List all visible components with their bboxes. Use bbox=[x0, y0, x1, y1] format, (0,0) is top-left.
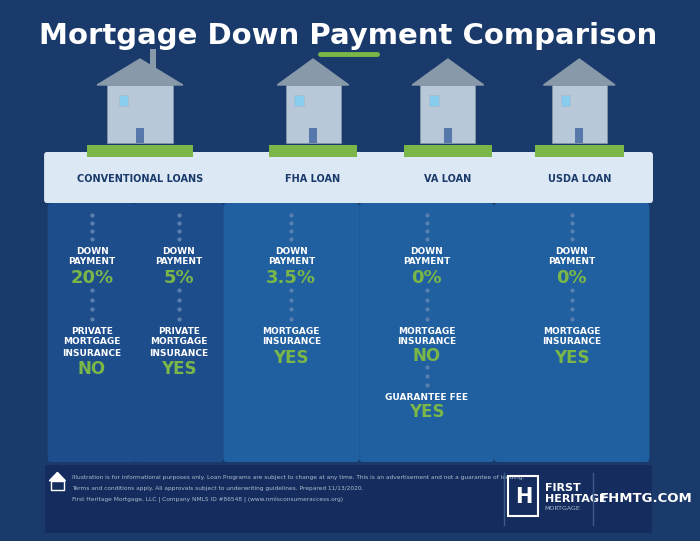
Text: USDA LOAN: USDA LOAN bbox=[547, 175, 611, 184]
FancyBboxPatch shape bbox=[269, 145, 358, 157]
Text: 0%: 0% bbox=[556, 269, 587, 287]
Text: 0%: 0% bbox=[412, 269, 442, 287]
FancyBboxPatch shape bbox=[575, 128, 583, 143]
FancyBboxPatch shape bbox=[404, 145, 492, 157]
Text: YES: YES bbox=[554, 349, 589, 367]
Text: YES: YES bbox=[409, 403, 444, 421]
Text: GUARANTEE FEE: GUARANTEE FEE bbox=[385, 393, 468, 401]
Text: NO: NO bbox=[412, 347, 441, 365]
FancyBboxPatch shape bbox=[223, 203, 359, 462]
Text: DOWN: DOWN bbox=[76, 247, 108, 255]
Text: PAYMENT: PAYMENT bbox=[155, 258, 202, 267]
Text: INSURANCE: INSURANCE bbox=[62, 348, 122, 358]
FancyBboxPatch shape bbox=[429, 95, 439, 106]
FancyBboxPatch shape bbox=[150, 49, 156, 69]
Polygon shape bbox=[543, 59, 615, 85]
FancyBboxPatch shape bbox=[494, 203, 650, 462]
Text: DOWN: DOWN bbox=[555, 247, 588, 255]
Text: Mortgage Down Payment Comparison: Mortgage Down Payment Comparison bbox=[39, 22, 658, 50]
Text: MORTGAGE: MORTGAGE bbox=[262, 327, 320, 335]
Text: First Heritage Mortgage, LLC | Company NMLS ID #86548 | (www.nmlsconsumeraccess.: First Heritage Mortgage, LLC | Company N… bbox=[71, 497, 343, 503]
Text: INSURANCE: INSURANCE bbox=[397, 338, 456, 346]
FancyBboxPatch shape bbox=[295, 95, 304, 106]
FancyBboxPatch shape bbox=[87, 145, 193, 157]
Text: H: H bbox=[514, 487, 532, 507]
Text: PRIVATE: PRIVATE bbox=[71, 327, 113, 335]
Text: Illustration is for informational purposes only. Loan Programs are subject to ch: Illustration is for informational purpos… bbox=[71, 475, 524, 480]
Text: MORTGAGE: MORTGAGE bbox=[543, 327, 601, 335]
FancyBboxPatch shape bbox=[421, 85, 475, 143]
FancyBboxPatch shape bbox=[118, 95, 128, 106]
FancyBboxPatch shape bbox=[444, 128, 452, 143]
Text: PRIVATE: PRIVATE bbox=[158, 327, 200, 335]
Text: INSURANCE: INSURANCE bbox=[149, 348, 209, 358]
FancyBboxPatch shape bbox=[309, 128, 317, 143]
FancyBboxPatch shape bbox=[136, 128, 144, 143]
Polygon shape bbox=[49, 472, 66, 481]
Text: MORTGAGE: MORTGAGE bbox=[545, 506, 580, 511]
Polygon shape bbox=[97, 59, 183, 85]
Text: YES: YES bbox=[161, 360, 197, 378]
FancyBboxPatch shape bbox=[48, 203, 136, 462]
FancyBboxPatch shape bbox=[107, 85, 173, 143]
Text: MORTGAGE: MORTGAGE bbox=[150, 338, 208, 346]
Text: HERITAGE: HERITAGE bbox=[545, 494, 606, 504]
FancyBboxPatch shape bbox=[286, 85, 340, 143]
Text: MORTGAGE: MORTGAGE bbox=[398, 327, 455, 335]
FancyBboxPatch shape bbox=[44, 152, 653, 203]
Text: FHA LOAN: FHA LOAN bbox=[286, 175, 341, 184]
Text: DOWN: DOWN bbox=[162, 247, 195, 255]
Text: NO: NO bbox=[78, 360, 106, 378]
FancyBboxPatch shape bbox=[134, 203, 223, 462]
Text: PAYMENT: PAYMENT bbox=[69, 258, 116, 267]
Polygon shape bbox=[412, 59, 484, 85]
FancyBboxPatch shape bbox=[561, 95, 570, 106]
Text: DOWN: DOWN bbox=[410, 247, 443, 255]
Text: PAYMENT: PAYMENT bbox=[403, 258, 450, 267]
Text: FIRST: FIRST bbox=[545, 483, 580, 493]
Polygon shape bbox=[277, 59, 349, 85]
Text: MORTGAGE: MORTGAGE bbox=[63, 338, 120, 346]
Text: PAYMENT: PAYMENT bbox=[548, 258, 596, 267]
Text: INSURANCE: INSURANCE bbox=[262, 338, 321, 346]
Text: FHMTG.COM: FHMTG.COM bbox=[600, 492, 692, 505]
FancyBboxPatch shape bbox=[45, 465, 652, 533]
Text: 3.5%: 3.5% bbox=[266, 269, 316, 287]
Text: DOWN: DOWN bbox=[275, 247, 308, 255]
FancyBboxPatch shape bbox=[359, 203, 494, 462]
FancyBboxPatch shape bbox=[535, 145, 624, 157]
Text: VA LOAN: VA LOAN bbox=[424, 175, 472, 184]
Text: INSURANCE: INSURANCE bbox=[542, 338, 601, 346]
Text: PAYMENT: PAYMENT bbox=[267, 258, 315, 267]
Text: CONVENTIONAL LOANS: CONVENTIONAL LOANS bbox=[77, 175, 203, 184]
Text: 5%: 5% bbox=[164, 269, 195, 287]
Text: Terms and conditions apply. All approvals subject to underwriting guidelines. Pr: Terms and conditions apply. All approval… bbox=[71, 486, 363, 491]
Text: 20%: 20% bbox=[71, 269, 113, 287]
Text: YES: YES bbox=[274, 349, 309, 367]
FancyBboxPatch shape bbox=[552, 85, 607, 143]
